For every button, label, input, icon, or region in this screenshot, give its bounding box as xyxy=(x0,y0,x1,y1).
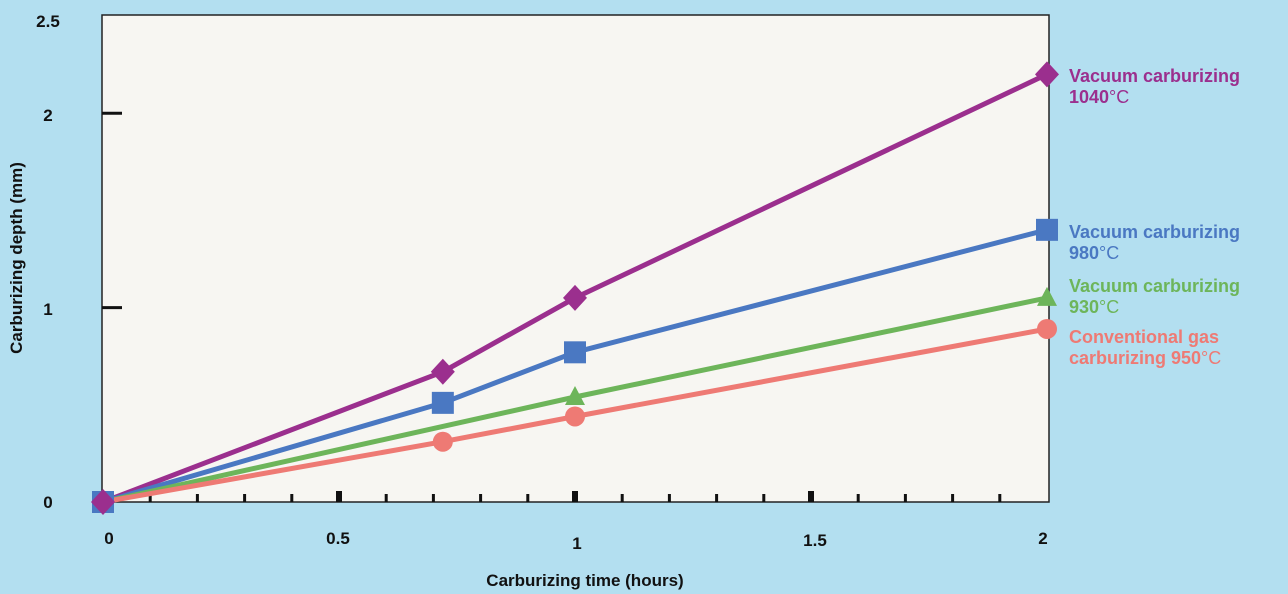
data-point-square xyxy=(431,391,454,414)
x-tick xyxy=(762,494,766,502)
plot-area xyxy=(101,14,1050,503)
x-tick xyxy=(526,494,530,502)
axis-ticks xyxy=(102,111,1002,502)
series-label-line2: 980°C xyxy=(1069,243,1119,263)
series-label-line1: Vacuum carburizing xyxy=(1069,222,1240,242)
series-label-line1: Vacuum carburizing xyxy=(1069,276,1240,296)
series-label-line1: Vacuum carburizing xyxy=(1069,66,1240,86)
data-point-square xyxy=(1036,218,1058,241)
data-point-square xyxy=(564,341,586,364)
x-tick xyxy=(431,494,435,502)
x-tick xyxy=(856,494,860,502)
x-tick xyxy=(148,494,152,502)
x-tick-label: 1 xyxy=(572,534,581,553)
series-label-line2: 1040°C xyxy=(1069,87,1129,107)
x-tick xyxy=(620,494,624,502)
data-point-triangle xyxy=(565,386,585,406)
x-tick xyxy=(998,494,1002,502)
x-tick xyxy=(715,494,719,502)
data-point-diamond xyxy=(91,489,115,515)
data-point-circle xyxy=(565,406,585,427)
y-tick-label: 2 xyxy=(43,106,52,125)
y-tick-label: 1 xyxy=(43,300,52,319)
series-line xyxy=(100,71,1050,505)
series-line xyxy=(100,227,1050,505)
data-point-circle xyxy=(1037,318,1057,339)
x-tick xyxy=(243,494,247,502)
x-tick xyxy=(336,491,342,502)
x-tick xyxy=(290,494,294,502)
x-tick xyxy=(808,491,814,502)
y-axis-title: Carburizing depth (mm) xyxy=(7,162,26,354)
x-tick xyxy=(572,491,578,502)
x-tick xyxy=(384,494,388,502)
data-point-diamond xyxy=(563,284,587,311)
x-tick xyxy=(667,494,671,502)
x-tick xyxy=(903,494,907,502)
series-label-line2: carburizing 950°C xyxy=(1069,348,1221,368)
y-tick-label: 2.5 xyxy=(36,12,60,31)
x-tick-label: 1.5 xyxy=(803,531,827,550)
x-tick xyxy=(195,494,199,502)
tick-labels: 0 0.5 1 1.5 2 0 1 2 2.5 xyxy=(36,12,1048,553)
x-tick-label: 0 xyxy=(104,529,113,548)
x-tick-label: 2 xyxy=(1038,529,1047,548)
series-layer xyxy=(91,61,1059,515)
x-axis-title: Carburizing time (hours) xyxy=(486,571,683,590)
series-label-line2: 930°C xyxy=(1069,297,1119,317)
data-point-triangle xyxy=(1037,286,1057,306)
data-point-diamond xyxy=(430,358,455,385)
data-point-circle xyxy=(432,431,453,452)
y-tick-label: 0 xyxy=(43,493,52,512)
x-tick-label: 0.5 xyxy=(326,529,350,548)
series-line xyxy=(100,326,1050,505)
x-tick xyxy=(479,494,483,502)
x-tick xyxy=(951,494,955,502)
data-point-diamond xyxy=(1035,61,1059,88)
series-label-line1: Conventional gas xyxy=(1069,327,1219,347)
